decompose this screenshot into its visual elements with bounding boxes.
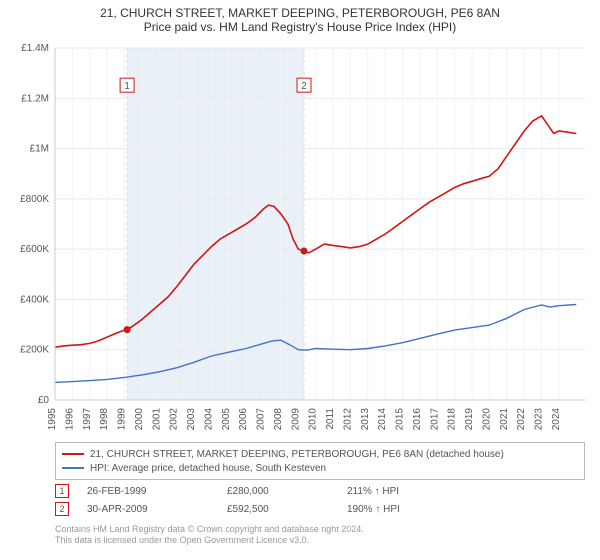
chart-svg: £0 £200K £400K £600K £800K £1M £1.2M £1.4M 1995 1…: [0, 0, 600, 440]
x-tick-label: 2010: [308, 408, 319, 431]
marker-dot: [124, 326, 131, 333]
legend-swatch: [62, 467, 84, 469]
x-tick-label: 2011: [325, 408, 336, 430]
marker-dot: [301, 248, 308, 255]
y-tick-label: £1.4M: [21, 43, 49, 54]
x-tick-label: 1998: [99, 408, 110, 431]
marker-table-badge: 2: [55, 502, 69, 516]
legend-label: 21, CHURCH STREET, MARKET DEEPING, PETER…: [90, 449, 504, 460]
marker-table-delta: 211% ↑ HPI: [347, 486, 467, 497]
marker-table-date: 26-FEB-1999: [87, 486, 227, 497]
x-tick-label: 2006: [238, 408, 249, 431]
legend-item: HPI: Average price, detached house, Sout…: [62, 461, 578, 475]
y-tick-label: £1.2M: [21, 93, 49, 104]
x-tick-label: 2016: [412, 408, 423, 431]
footnote-line1: Contains HM Land Registry data © Crown c…: [55, 524, 364, 535]
marker-table-price: £592,500: [227, 504, 347, 515]
x-tick-label: 2007: [256, 408, 267, 431]
marker-table-delta: 190% ↑ HPI: [347, 504, 467, 515]
x-tick-label: 2005: [221, 408, 232, 431]
x-tick-label: 2023: [534, 408, 545, 431]
x-tick-label: 2014: [377, 408, 388, 431]
x-tick-label: 2003: [186, 408, 197, 431]
legend-swatch: [62, 453, 84, 455]
x-tick-label: 1997: [82, 408, 93, 431]
x-tick-label: 2000: [134, 408, 145, 431]
x-tick-label: 2019: [464, 408, 475, 431]
x-tick-label: 2017: [429, 408, 440, 431]
marker-table-price: £280,000: [227, 486, 347, 497]
x-tick-label: 1995: [47, 408, 58, 431]
x-tick-label: 2002: [169, 408, 180, 431]
marker-table-badge: 1: [55, 484, 69, 498]
marker-table-row: 1 26-FEB-1999£280,000211% ↑ HPI: [55, 482, 467, 500]
legend-label: HPI: Average price, detached house, Sout…: [90, 463, 326, 474]
legend: 21, CHURCH STREET, MARKET DEEPING, PETER…: [55, 442, 585, 480]
legend-item: 21, CHURCH STREET, MARKET DEEPING, PETER…: [62, 447, 578, 461]
y-tick-label: £1M: [30, 144, 49, 155]
y-tick-label: £800K: [20, 194, 49, 205]
x-tick-label: 2001: [151, 408, 162, 431]
y-tick-label: £600K: [20, 244, 49, 255]
x-tick-label: 2020: [481, 408, 492, 431]
x-tick-label: 2021: [499, 408, 510, 431]
x-tick-label: 1999: [117, 408, 128, 431]
x-tick-label: 2018: [447, 408, 458, 431]
marker-table: 1 26-FEB-1999£280,000211% ↑ HPI 2 30-APR-20…: [55, 482, 467, 518]
x-tick-label: 2022: [516, 408, 527, 431]
x-tick-label: 2012: [342, 408, 353, 431]
y-tick-label: £400K: [20, 294, 49, 305]
footnote-line2: This data is licensed under the Open Gov…: [55, 535, 364, 546]
highlight-band: [127, 48, 304, 400]
footnote: Contains HM Land Registry data © Crown c…: [55, 524, 364, 546]
x-tick-label: 2008: [273, 408, 284, 431]
x-tick-label: 2004: [203, 408, 214, 431]
y-tick-label: £0: [38, 395, 50, 406]
marker-table-row: 2 30-APR-2009£592,500190% ↑ HPI: [55, 500, 467, 518]
marker-table-date: 30-APR-2009: [87, 504, 227, 515]
x-tick-label: 2009: [290, 408, 301, 431]
x-tick-label: 2015: [395, 408, 406, 431]
y-tick-label: £200K: [20, 345, 49, 356]
marker-badge-number: 2: [301, 81, 307, 92]
marker-badge-number: 1: [124, 81, 130, 92]
x-tick-label: 2013: [360, 408, 371, 431]
x-tick-label: 2024: [551, 408, 562, 431]
x-tick-label: 1996: [64, 408, 75, 431]
